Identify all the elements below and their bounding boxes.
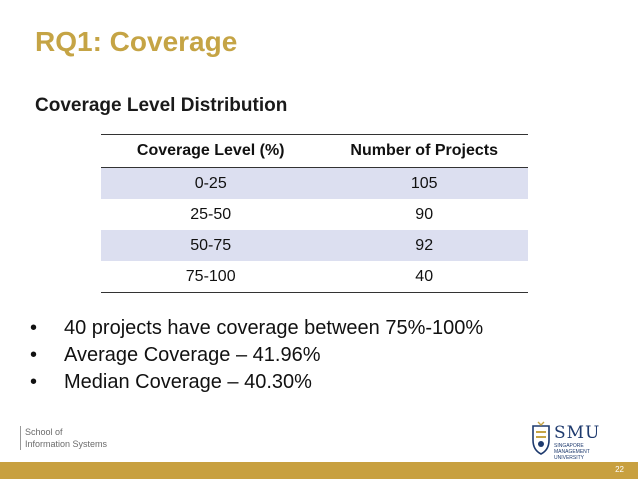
school-logo-line2: Information Systems bbox=[25, 439, 108, 449]
page-number: 22 bbox=[615, 465, 624, 474]
table-cell-project-count: 90 bbox=[415, 205, 434, 223]
bullet-icon: • bbox=[30, 371, 38, 393]
coverage-table: Coverage Level (%) Number of Projects 0-… bbox=[101, 134, 528, 293]
bullet-text: Median Coverage – 40.30% bbox=[64, 371, 312, 393]
table-cell-project-count: 92 bbox=[320, 230, 528, 261]
smu-logo: SMU SINGAPORE MANAGEMENT UNIVERSITY bbox=[530, 418, 620, 461]
smu-logo-subtitle-line1: SINGAPORE MANAGEMENT bbox=[554, 443, 590, 455]
table-cell-coverage-level: 0-25 bbox=[101, 167, 321, 199]
table-row: 50-75 92 bbox=[101, 230, 528, 261]
table-row: 25-50 90 bbox=[101, 199, 528, 230]
bullet-icon: • bbox=[30, 317, 38, 339]
bullet-text: Average Coverage – 41.96% bbox=[64, 344, 321, 366]
table-row: 0-25 105 bbox=[101, 167, 528, 199]
smu-logo-subtitle-line2: UNIVERSITY bbox=[554, 455, 585, 461]
table-cell-coverage-level: 75-100 bbox=[101, 261, 321, 293]
bullet-icon: • bbox=[30, 344, 38, 366]
column-header-number-of-projects: Number of Projects bbox=[320, 134, 528, 168]
bullet-item: • Median Coverage – 40.30% bbox=[30, 369, 483, 396]
bullet-list: • 40 projects have coverage between 75%-1… bbox=[30, 315, 483, 396]
table-cell-coverage-level: 25-50 bbox=[190, 205, 232, 223]
smu-logo-text: SMU bbox=[554, 423, 601, 443]
school-logo: School of Information Systems bbox=[20, 426, 107, 450]
table-cell-coverage-level: 50-75 bbox=[101, 230, 321, 261]
bullet-item: • Average Coverage – 41.96% bbox=[30, 342, 483, 369]
bullet-text: 40 projects have coverage between 75%-10… bbox=[64, 317, 484, 339]
table-header-row: Coverage Level (%) Number of Projects bbox=[101, 134, 528, 168]
bullet-item: • 40 projects have coverage between 75%-1… bbox=[30, 315, 483, 342]
table-cell-project-count: 40 bbox=[320, 261, 528, 293]
school-logo-line1: School of bbox=[25, 427, 63, 437]
smu-logo-subtitle: SINGAPORE MANAGEMENT UNIVERSITY bbox=[554, 443, 620, 461]
table-row: 75-100 40 bbox=[101, 261, 528, 293]
table-cell-project-count: 105 bbox=[320, 167, 528, 199]
slide-subtitle: Coverage Level Distribution bbox=[35, 95, 288, 116]
slide-title: RQ1: Coverage bbox=[35, 26, 238, 57]
footer-bar bbox=[0, 462, 638, 479]
smu-crest-icon bbox=[532, 421, 550, 455]
column-header-coverage-level: Coverage Level (%) bbox=[101, 134, 321, 168]
